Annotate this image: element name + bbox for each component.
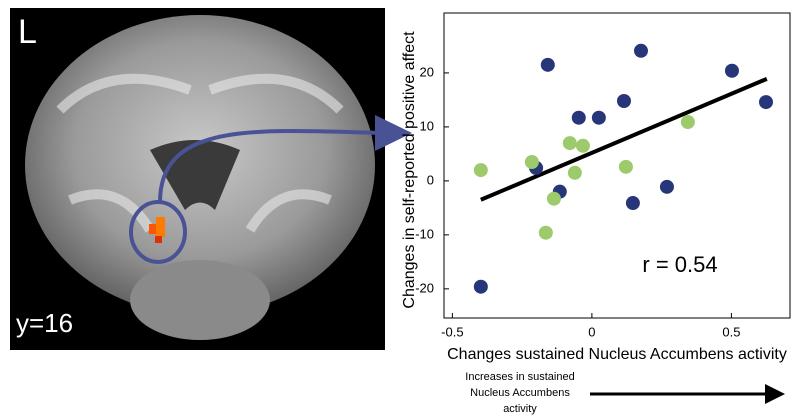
data-point — [473, 163, 488, 178]
y-axis-label: Changes in self-reported positive affect — [401, 31, 418, 309]
data-point — [759, 95, 774, 110]
roi-arrow — [158, 129, 386, 203]
plot-frame — [443, 12, 791, 319]
y-tick-label: -20 — [415, 280, 434, 295]
x-tick-label: 0.5 — [722, 324, 740, 339]
data-point — [546, 191, 561, 206]
r-annotation: r = 0.54 — [642, 252, 717, 277]
brain-panel: L y=16 — [10, 8, 412, 350]
slice-label: y=16 — [16, 308, 73, 338]
data-point — [571, 110, 586, 125]
data-point — [567, 165, 582, 180]
y-tick-label: 20 — [420, 64, 434, 79]
fit-line — [480, 77, 768, 202]
note-line: Increases in sustained — [465, 371, 574, 383]
activation — [155, 236, 162, 243]
x-tick-label: -0.5 — [441, 324, 463, 339]
activation — [156, 217, 165, 237]
data-point — [625, 196, 640, 211]
data-point — [724, 63, 739, 78]
data-point — [473, 279, 488, 294]
y-tick-label: 10 — [420, 118, 434, 133]
data-point — [591, 110, 606, 125]
x-axis-label: Changes sustained Nucleus Accumbens acti… — [447, 346, 787, 363]
note-line: Nucleus Accumbens — [470, 387, 570, 399]
data-point — [524, 154, 539, 169]
data-point — [659, 179, 674, 194]
data-point — [633, 43, 648, 58]
data-point — [616, 93, 631, 108]
brainstem — [130, 260, 270, 340]
activation — [149, 224, 159, 234]
white-matter — [56, 73, 344, 233]
note-arrowhead — [765, 384, 785, 404]
y-tick-label: -10 — [415, 226, 434, 241]
data-point — [680, 115, 695, 130]
data-point — [538, 225, 553, 240]
ventricle — [150, 140, 240, 210]
roi-arrowhead — [375, 115, 412, 151]
data-point — [575, 138, 590, 153]
data-point — [562, 136, 577, 151]
data-point — [540, 57, 555, 72]
note-line: activity — [503, 403, 537, 415]
hemisphere-label: L — [18, 13, 37, 51]
y-tick-label: 0 — [427, 172, 434, 187]
data-point — [618, 159, 633, 174]
x-tick-label: 0 — [588, 324, 595, 339]
